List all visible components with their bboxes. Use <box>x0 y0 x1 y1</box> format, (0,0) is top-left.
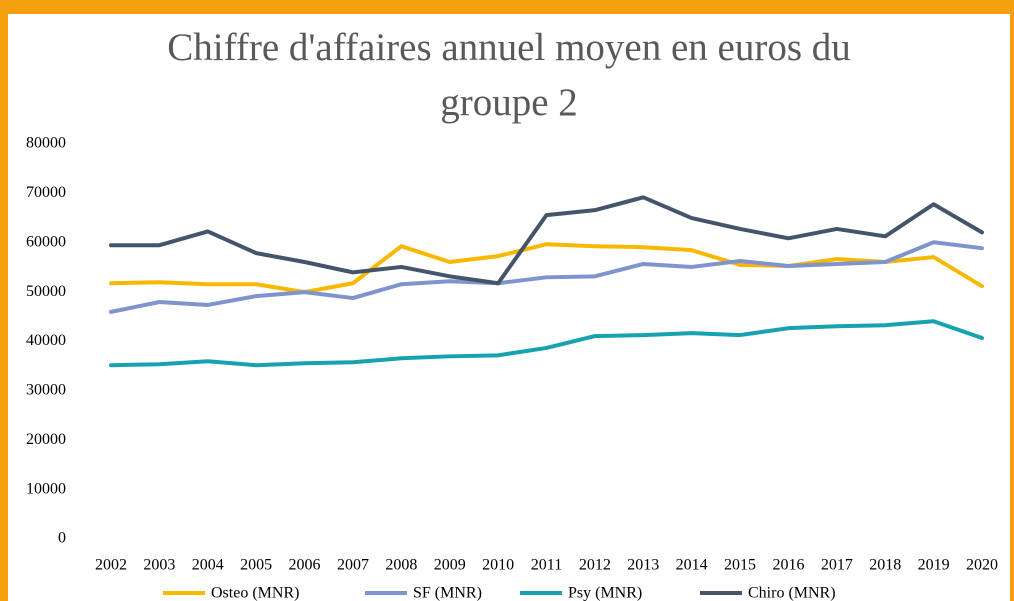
y-tick-label: 70000 <box>26 184 66 201</box>
x-tick-label: 2005 <box>240 557 272 574</box>
legend-label: Chiro (MNR) <box>748 585 836 601</box>
line-series <box>109 195 984 286</box>
y-tick-label: 10000 <box>26 480 66 497</box>
y-tick-label: 60000 <box>26 233 66 250</box>
y-tick-label: 50000 <box>26 283 66 300</box>
x-tick-label: 2018 <box>869 557 901 574</box>
x-tick-label: 2015 <box>724 557 756 574</box>
x-tick-label: 2006 <box>289 557 321 574</box>
line-series <box>109 319 984 368</box>
x-tick-label: 2004 <box>192 557 224 574</box>
legend-label: Psy (MNR) <box>568 585 642 601</box>
chart-title: Chiffre d'affaires annuel moyen en euros… <box>167 26 851 124</box>
y-tick-label: 20000 <box>26 431 66 448</box>
x-tick-label: 2010 <box>482 557 514 574</box>
legend-label: Osteo (MNR) <box>211 585 299 601</box>
x-tick-label: 2014 <box>676 557 708 574</box>
x-tick-label: 2003 <box>143 557 175 574</box>
y-tick-label: 80000 <box>26 135 66 152</box>
x-tick-label: 2013 <box>627 557 659 574</box>
y-tick-label: 30000 <box>26 382 66 399</box>
line-series <box>109 242 984 295</box>
x-tick-label: 2002 <box>95 557 127 574</box>
chart-area: 0 10000 20000 30000 40000 50000 60000 70000 8000… <box>8 14 1010 601</box>
x-tick-label: 2020 <box>966 557 998 574</box>
x-tick-label: 2017 <box>821 557 853 574</box>
line-series <box>109 240 984 314</box>
legend-label: SF (MNR) <box>413 585 482 601</box>
x-tick-label: 2009 <box>434 557 466 574</box>
x-tick-label: 2008 <box>385 557 417 574</box>
x-tick-label: 2016 <box>772 557 804 574</box>
y-tick-label: 0 <box>58 530 66 547</box>
y-tick-label: 40000 <box>26 332 66 349</box>
x-tick-label: 2012 <box>579 557 611 574</box>
chart: 0 10000 20000 30000 40000 50000 60000 70000 8000… <box>26 135 998 601</box>
x-tick-label: 2019 <box>918 557 950 574</box>
x-tick-label: 2011 <box>531 557 562 574</box>
x-tick-label: 2007 <box>337 557 369 574</box>
